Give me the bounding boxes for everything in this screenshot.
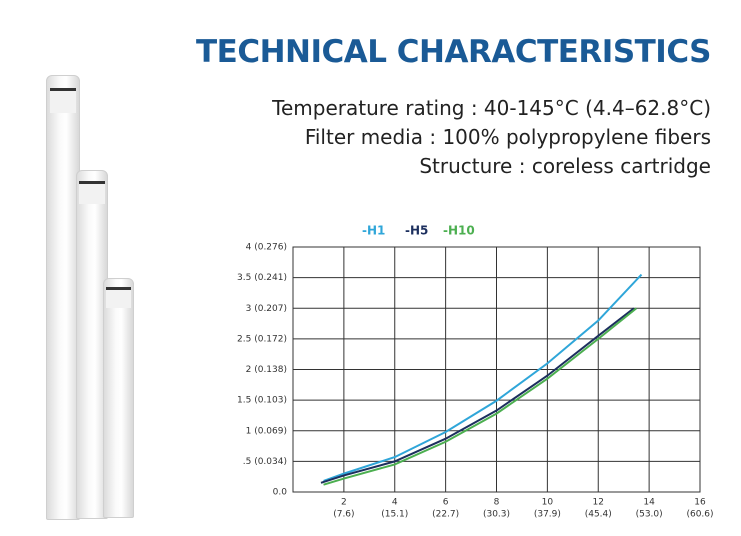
x-tick-sublabel: (15.1) xyxy=(381,510,408,520)
x-tick-label: 12 xyxy=(593,498,604,508)
x-tick-label: 6 xyxy=(443,498,449,508)
x-tick-label: 8 xyxy=(494,498,500,508)
y-tick-label: 3 (0.207) xyxy=(246,304,287,314)
x-tick-label: 2 xyxy=(341,498,347,508)
series-line xyxy=(323,273,643,482)
x-tick-sublabel: (7.6) xyxy=(333,510,354,520)
x-tick-label: 14 xyxy=(643,498,655,508)
y-tick-label: 4 (0.276) xyxy=(246,243,287,253)
series-line xyxy=(323,307,638,486)
x-tick-label: 4 xyxy=(392,498,398,508)
x-tick-label: 16 xyxy=(694,498,706,508)
legend-entry: -H5 xyxy=(405,224,428,238)
x-tick-sublabel: (60.6) xyxy=(686,510,713,520)
spec-line: Temperature rating : 40-145°C (4.4–62.8°… xyxy=(272,96,711,120)
x-tick-sublabel: (45.4) xyxy=(585,510,612,520)
legend-entry: -H10 xyxy=(443,224,475,238)
x-tick-label: 10 xyxy=(542,498,554,508)
x-tick-sublabel: (30.3) xyxy=(483,510,510,520)
series-line xyxy=(320,307,635,484)
y-tick-label: 2 (0.138) xyxy=(246,365,287,375)
y-tick-label: 1.5 (0.103) xyxy=(237,396,287,406)
spec-line: Filter media : 100% polypropylene fibers xyxy=(304,125,711,149)
y-tick-label: .5 (0.034) xyxy=(243,457,287,467)
x-tick-sublabel: (53.0) xyxy=(636,510,663,520)
y-tick-label: 2.5 (0.172) xyxy=(237,334,287,344)
y-tick-label: 1 (0.069) xyxy=(246,426,287,436)
y-tick-label: 3.5 (0.241) xyxy=(237,273,287,283)
filter-cartridge xyxy=(103,278,134,518)
x-tick-sublabel: (37.9) xyxy=(534,510,561,520)
legend-entry: -H1 xyxy=(362,224,385,238)
title: TECHNICAL CHARACTERISTICS xyxy=(196,34,711,70)
spec-line: Structure : coreless cartridge xyxy=(419,154,711,178)
y-tick-label: 0.0 xyxy=(273,488,288,498)
x-tick-sublabel: (22.7) xyxy=(432,510,459,520)
filter-cartridge xyxy=(46,75,80,520)
